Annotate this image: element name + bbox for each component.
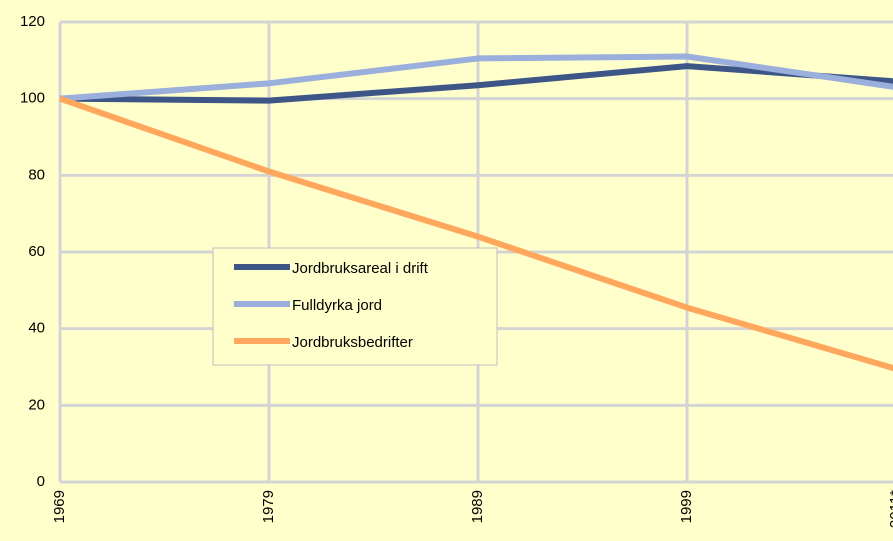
y-tick-label: 60 (28, 243, 45, 260)
legend-label: Jordbruksareal i drift (292, 260, 429, 277)
y-tick-label: 20 (28, 396, 45, 413)
y-tick-label: 120 (20, 13, 45, 30)
x-tick-label: 1969 (51, 490, 68, 523)
series-line (59, 63, 893, 104)
y-tick-label: 100 (20, 90, 45, 107)
legend-label: Fulldyrka jord (292, 297, 382, 314)
x-tick-label: 1989 (469, 490, 486, 523)
x-tick-label: 1999 (678, 490, 695, 523)
y-tick-label: 40 (28, 320, 45, 337)
y-tick-label: 80 (28, 166, 45, 183)
x-tick-label: 1979 (260, 490, 277, 523)
series-line (59, 95, 893, 372)
y-tick-label: 0 (37, 473, 45, 490)
x-tick-label: 2011* (887, 490, 893, 528)
legend-label: Jordbruksbedrifter (292, 334, 413, 351)
series-line (59, 53, 893, 102)
